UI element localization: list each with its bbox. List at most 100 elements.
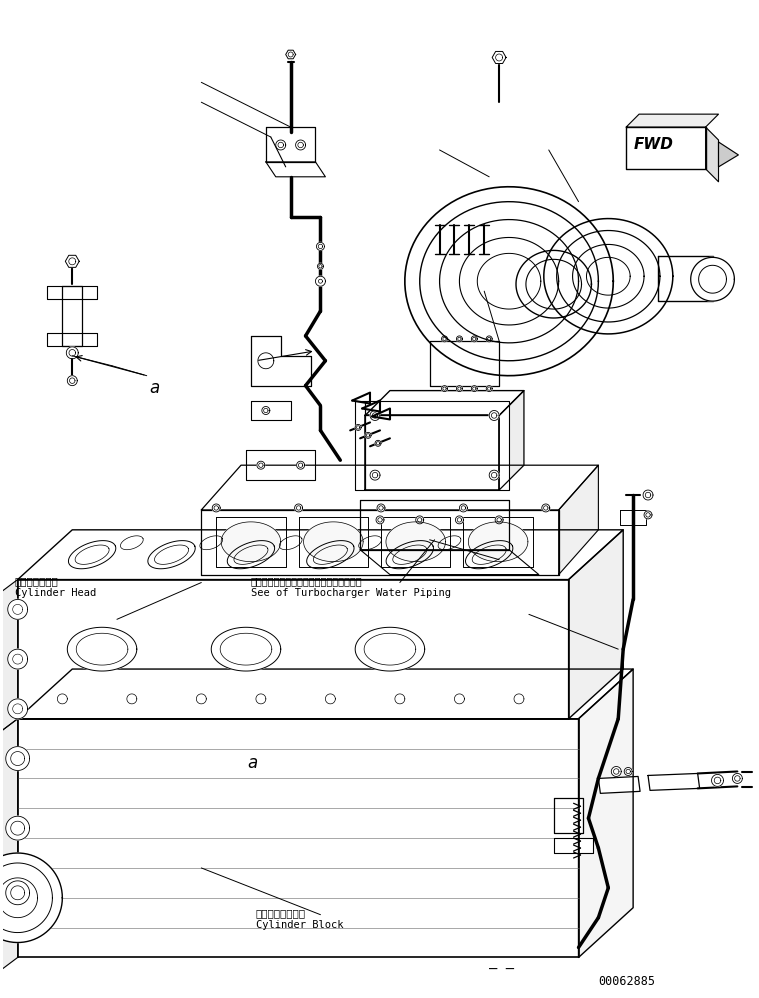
Polygon shape (514, 694, 524, 704)
Polygon shape (442, 336, 448, 342)
Polygon shape (8, 649, 27, 669)
Polygon shape (256, 694, 266, 704)
Polygon shape (307, 541, 354, 569)
Polygon shape (381, 517, 451, 567)
Polygon shape (598, 776, 640, 793)
Polygon shape (360, 550, 539, 575)
Polygon shape (420, 202, 598, 360)
Polygon shape (326, 694, 335, 704)
Polygon shape (127, 694, 137, 704)
Polygon shape (442, 385, 448, 391)
Polygon shape (6, 816, 30, 840)
Polygon shape (490, 470, 499, 480)
Text: a: a (150, 378, 160, 396)
Polygon shape (386, 522, 446, 562)
Polygon shape (360, 500, 509, 550)
Polygon shape (465, 541, 513, 569)
Polygon shape (438, 536, 461, 550)
Polygon shape (490, 410, 499, 420)
Polygon shape (405, 187, 613, 375)
Polygon shape (386, 541, 433, 569)
Polygon shape (0, 719, 17, 972)
Polygon shape (370, 410, 380, 420)
Polygon shape (200, 536, 222, 550)
Polygon shape (8, 699, 27, 719)
Polygon shape (732, 773, 742, 783)
Polygon shape (295, 140, 306, 150)
Polygon shape (68, 541, 116, 569)
Polygon shape (62, 286, 82, 346)
Polygon shape (464, 517, 533, 567)
Polygon shape (658, 256, 713, 301)
Polygon shape (48, 333, 97, 346)
Text: シリンダヘッド: シリンダヘッド (14, 577, 58, 587)
Polygon shape (201, 465, 598, 510)
Polygon shape (266, 162, 326, 177)
Polygon shape (68, 375, 77, 385)
Polygon shape (365, 400, 509, 490)
Polygon shape (6, 747, 30, 770)
Polygon shape (459, 238, 559, 325)
Polygon shape (471, 336, 477, 342)
Polygon shape (285, 50, 295, 59)
Polygon shape (554, 798, 584, 833)
Polygon shape (430, 341, 499, 385)
Polygon shape (227, 541, 275, 569)
Polygon shape (365, 390, 524, 415)
Polygon shape (298, 517, 368, 567)
Polygon shape (197, 694, 206, 704)
Polygon shape (495, 516, 503, 524)
Polygon shape (492, 52, 506, 64)
Polygon shape (262, 406, 269, 414)
Polygon shape (568, 530, 623, 719)
Polygon shape (459, 504, 468, 512)
Polygon shape (317, 263, 323, 269)
Polygon shape (316, 276, 326, 286)
Polygon shape (455, 694, 465, 704)
Polygon shape (706, 127, 719, 182)
Polygon shape (211, 628, 281, 671)
Text: a: a (247, 754, 258, 772)
Polygon shape (487, 385, 492, 391)
Polygon shape (359, 536, 382, 550)
Polygon shape (66, 347, 78, 359)
Text: ターボチャージャウォータパイピング参照: ターボチャージャウォータパイピング参照 (251, 577, 363, 587)
Polygon shape (468, 522, 528, 562)
Polygon shape (17, 669, 633, 719)
Polygon shape (626, 114, 719, 127)
Polygon shape (17, 580, 568, 719)
Polygon shape (355, 628, 425, 671)
Polygon shape (626, 127, 706, 169)
Polygon shape (719, 142, 739, 167)
Polygon shape (251, 336, 310, 385)
Polygon shape (624, 767, 632, 775)
Polygon shape (455, 516, 464, 524)
Polygon shape (365, 415, 499, 490)
Polygon shape (266, 127, 316, 162)
Polygon shape (554, 838, 594, 853)
Polygon shape (499, 390, 524, 490)
Polygon shape (375, 440, 381, 446)
Polygon shape (0, 853, 62, 942)
Polygon shape (611, 766, 621, 776)
Polygon shape (711, 774, 723, 786)
Polygon shape (559, 465, 598, 575)
Text: Cylinder Block: Cylinder Block (256, 919, 343, 930)
Polygon shape (542, 504, 550, 512)
Polygon shape (370, 470, 380, 480)
Polygon shape (68, 628, 137, 671)
Polygon shape (17, 719, 578, 957)
Polygon shape (644, 511, 652, 519)
Polygon shape (456, 336, 462, 342)
Polygon shape (643, 490, 653, 500)
Polygon shape (365, 432, 371, 438)
Polygon shape (317, 243, 324, 250)
Polygon shape (456, 385, 462, 391)
Polygon shape (377, 504, 385, 512)
Polygon shape (691, 257, 735, 301)
Polygon shape (376, 516, 384, 524)
Text: シリンダブロック: シリンダブロック (256, 908, 306, 918)
Polygon shape (48, 286, 97, 299)
Polygon shape (121, 536, 143, 550)
Polygon shape (216, 517, 285, 567)
